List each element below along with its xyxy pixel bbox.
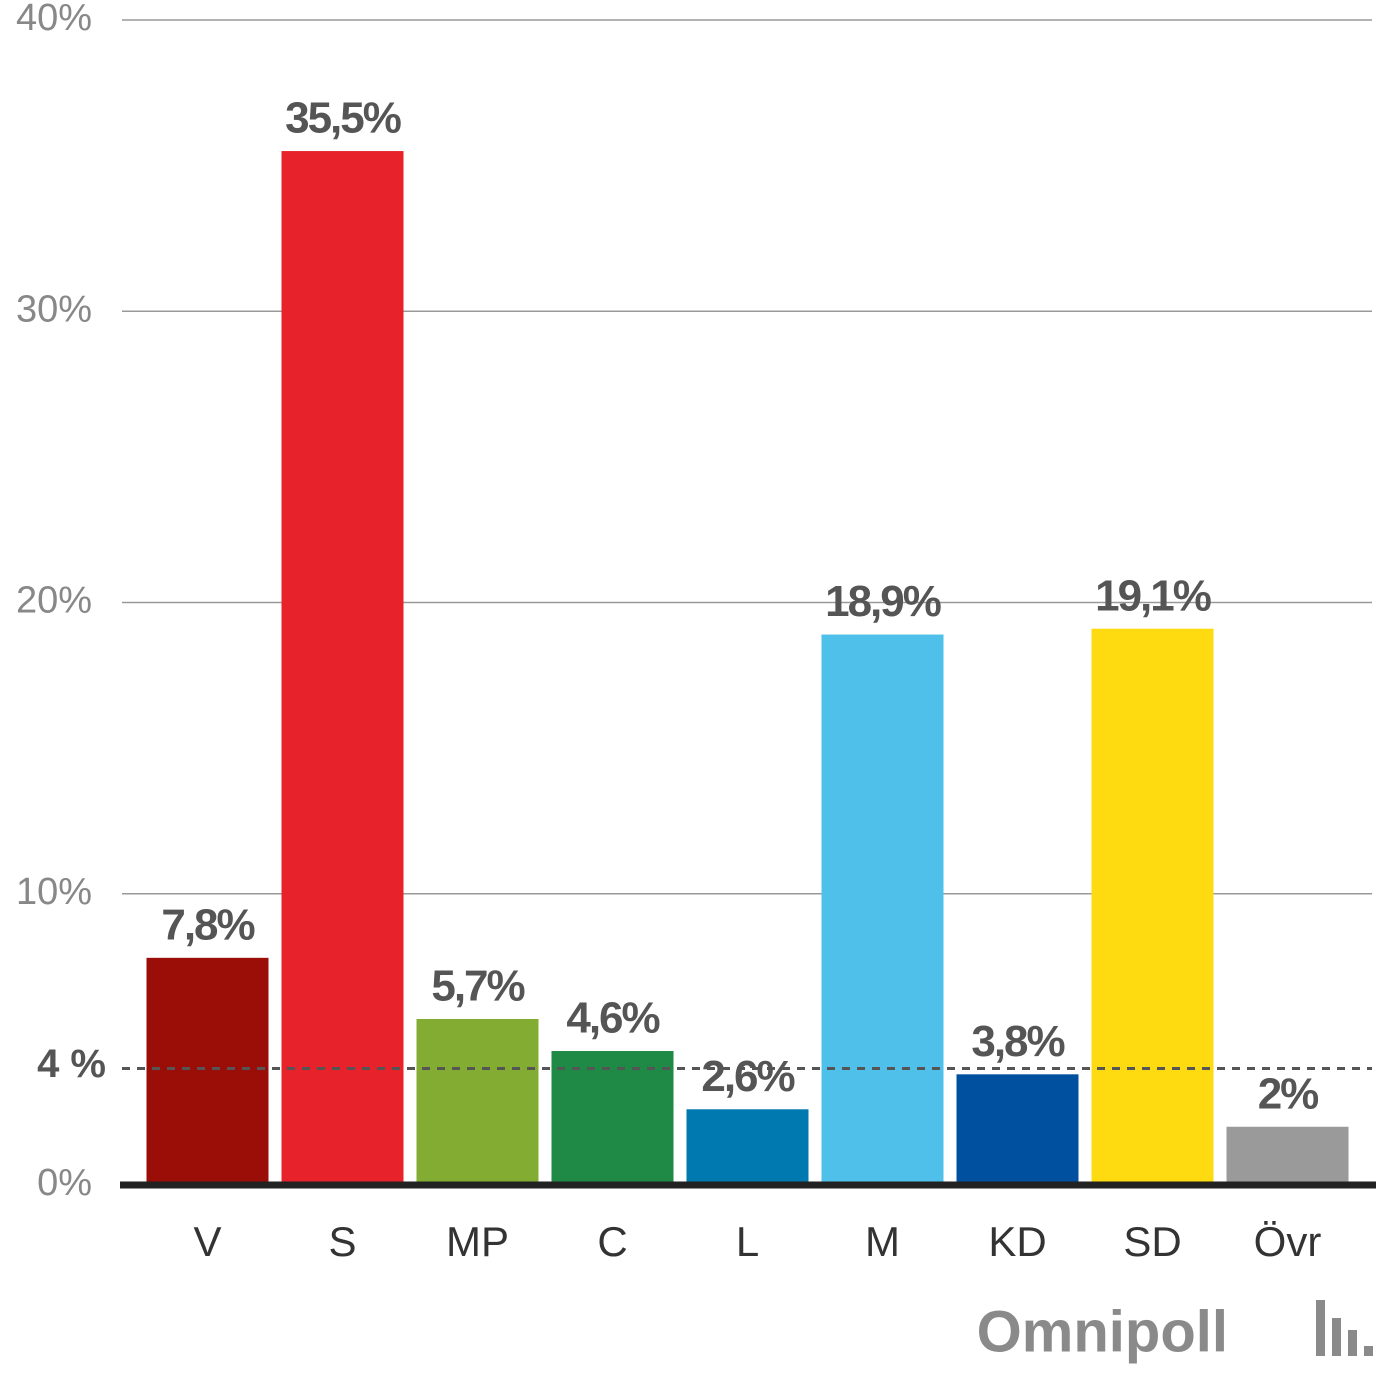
value-label: 3,8% — [971, 1017, 1064, 1066]
y-tick-label: 10% — [16, 871, 92, 913]
x-tick-label: Övr — [1254, 1218, 1322, 1265]
x-tick-label: C — [597, 1218, 627, 1265]
value-label: 2,6% — [701, 1052, 794, 1101]
logo-icon — [1316, 1300, 1373, 1356]
bar — [956, 1074, 1079, 1185]
y-tick-label: 40% — [16, 0, 92, 39]
value-label: 35,5% — [285, 94, 401, 143]
bar — [281, 151, 404, 1185]
bar — [1226, 1126, 1349, 1185]
value-label: 2% — [1258, 1069, 1318, 1118]
value-label: 18,9% — [825, 577, 941, 626]
value-label: 5,7% — [431, 962, 524, 1011]
bar — [1091, 628, 1214, 1185]
x-tick-label: L — [736, 1218, 759, 1265]
bar — [146, 957, 269, 1185]
bar — [551, 1051, 674, 1185]
bar — [416, 1018, 539, 1185]
y-tick-label: 20% — [16, 580, 92, 622]
bar — [686, 1109, 809, 1185]
source-logo: Omnipoll — [977, 1299, 1228, 1364]
value-label: 19,1% — [1095, 571, 1211, 620]
x-tick-label: M — [865, 1218, 900, 1265]
threshold-label: 4 % — [37, 1042, 106, 1086]
x-tick-label: SD — [1123, 1218, 1181, 1265]
x-tick-label: V — [193, 1218, 221, 1265]
y-tick-label: 30% — [16, 288, 92, 330]
bar — [821, 634, 944, 1185]
value-label: 4,6% — [566, 994, 659, 1043]
x-tick-label: KD — [988, 1218, 1046, 1265]
y-tick-label: 0% — [37, 1162, 92, 1204]
value-label: 7,8% — [161, 900, 254, 949]
x-tick-label: S — [328, 1218, 356, 1265]
x-tick-label: MP — [446, 1218, 509, 1265]
